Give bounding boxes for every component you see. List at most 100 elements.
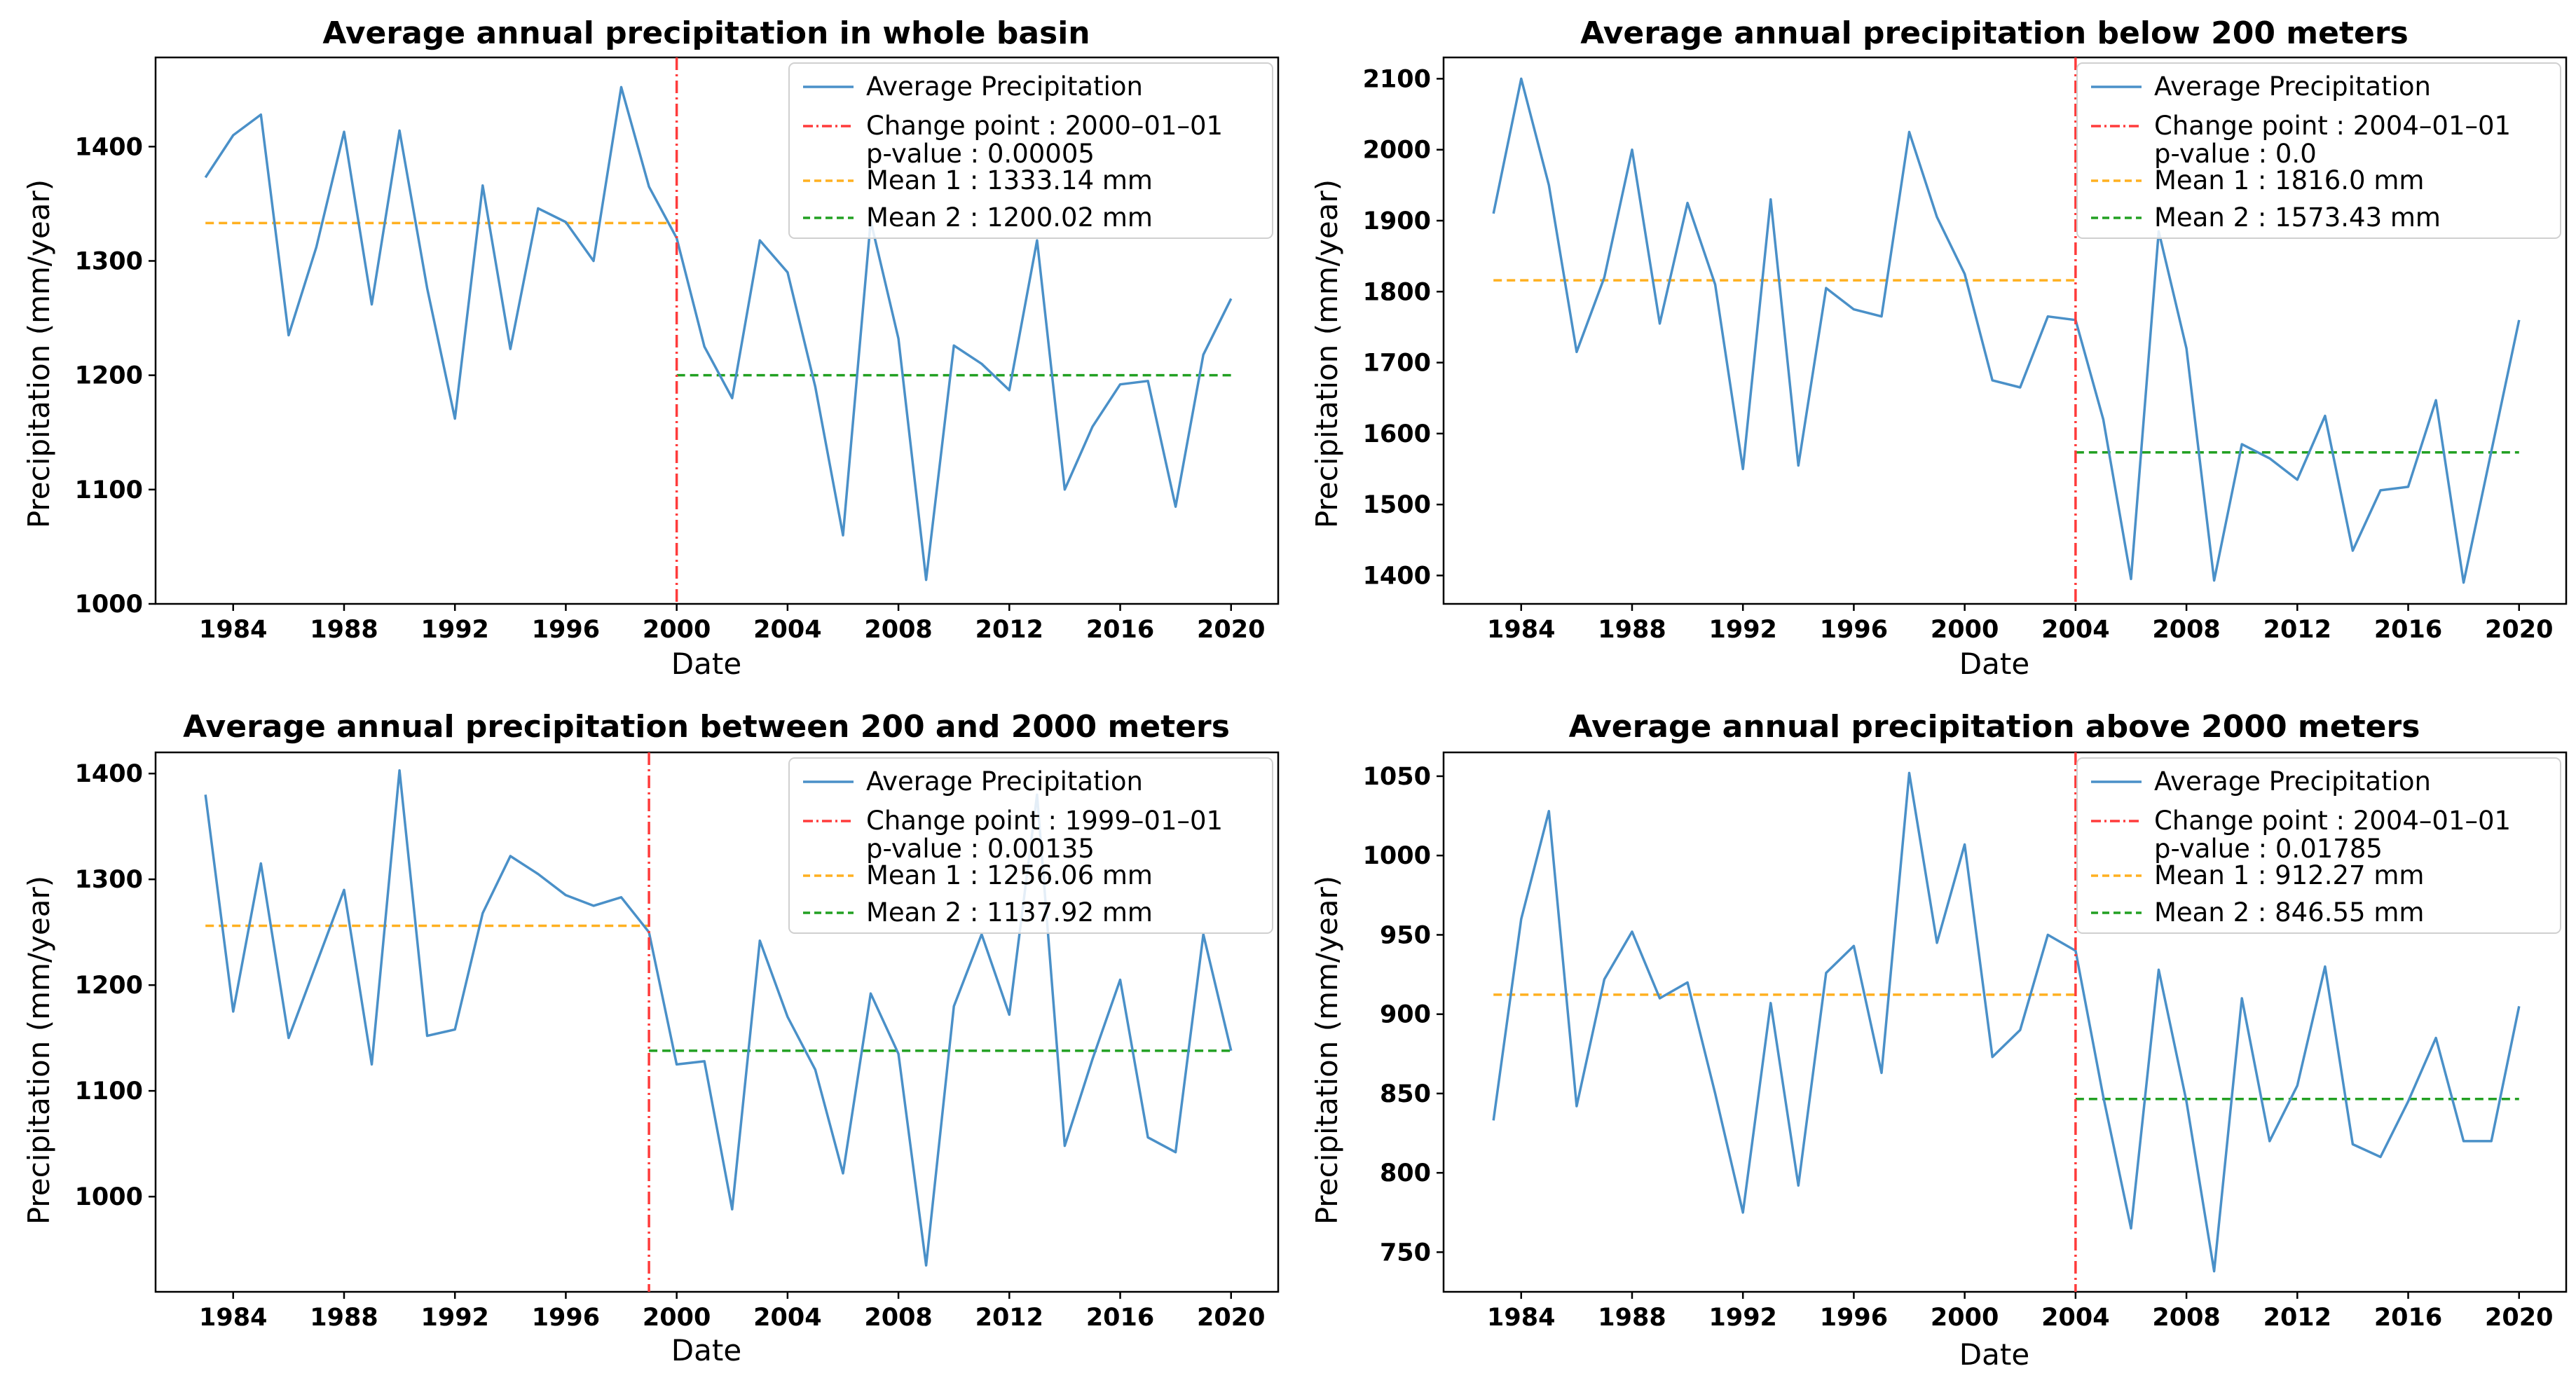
legend-series-label: Average Precipitation	[866, 766, 1143, 797]
x-axis-label: Date	[671, 647, 741, 681]
x-tick-label: 1984	[199, 616, 267, 644]
legend-pvalue-label: p-value : 0.00135	[866, 834, 1095, 864]
chart-panel-above-2000: Average annual precipitation above 2000 …	[1288, 696, 2576, 1392]
x-tick-label: 1996	[532, 1304, 600, 1332]
chart-above-2000: Average annual precipitation above 2000 …	[1310, 709, 2568, 1372]
x-tick-label: 2008	[2152, 1304, 2220, 1332]
x-tick-label: 1988	[1598, 616, 1666, 644]
plot-frame	[1442, 751, 2568, 1293]
y-tick-label: 1200	[75, 362, 143, 390]
x-tick-label: 2008	[864, 1304, 932, 1332]
x-tick-label: 1992	[1708, 616, 1776, 644]
x-tick-label: 1988	[310, 616, 378, 644]
y-axis-label: Precipitation (mm/year)	[22, 179, 56, 528]
chart-title: Average annual precipitation in whole ba…	[322, 15, 1090, 51]
legend-change-point-label: Change point : 2004–01–01	[2154, 111, 2511, 141]
y-tick-label: 800	[1380, 1159, 1431, 1187]
y-tick-label: 1500	[1363, 491, 1431, 519]
y-axis-label: Precipitation (mm/year)	[1310, 179, 1344, 528]
chart-panel-below-200: Average annual precipitation below 200 m…	[1288, 0, 2576, 696]
y-tick-label: 1000	[75, 1183, 143, 1211]
x-tick-label: 2004	[753, 616, 821, 644]
y-tick-label: 1100	[75, 476, 143, 504]
y-tick-label: 1300	[75, 247, 143, 275]
legend-mean-1-label: Mean 1 : 912.27 mm	[2154, 860, 2424, 890]
legend-mean-2-label: Mean 2 : 1573.43 mm	[2154, 202, 2441, 233]
x-axis-label: Date	[671, 1333, 741, 1367]
y-tick-label: 1600	[1363, 420, 1431, 448]
x-tick-label: 1984	[199, 1304, 267, 1332]
y-tick-label: 1400	[75, 133, 143, 161]
legend-box	[788, 62, 1273, 239]
legend-series-label: Average Precipitation	[2154, 766, 2431, 797]
legend-pvalue-label: p-value : 0.01785	[2154, 834, 2383, 864]
x-tick-label: 1996	[532, 616, 600, 644]
y-tick-label: 1900	[1363, 207, 1431, 235]
x-tick-label: 2020	[1197, 616, 1265, 644]
x-tick-label: 1992	[420, 1304, 488, 1332]
y-tick-label: 1300	[75, 866, 143, 894]
chart-panel-whole-basin: Average annual precipitation in whole ba…	[0, 0, 1288, 696]
x-tick-label: 1984	[1487, 616, 1555, 644]
chart-title: Average annual precipitation below 200 m…	[1580, 15, 2409, 51]
legend-box	[2076, 62, 2561, 239]
x-tick-label: 2008	[2152, 616, 2220, 644]
legend-mean-2-label: Mean 2 : 1200.02 mm	[866, 202, 1153, 233]
precipitation-series-line	[1492, 77, 2521, 584]
y-tick-label: 2000	[1363, 137, 1431, 165]
y-tick-label: 1700	[1363, 350, 1431, 378]
chart-title: Average annual precipitation between 200…	[183, 709, 1230, 745]
plot-frame	[1442, 56, 2568, 605]
x-tick-label: 2016	[1086, 616, 1154, 644]
x-tick-label: 2012	[975, 1304, 1043, 1332]
x-axis-label: Date	[1959, 1337, 2029, 1372]
x-tick-label: 2004	[2041, 1304, 2109, 1332]
x-tick-label: 2004	[753, 1304, 821, 1332]
y-tick-label: 1800	[1363, 278, 1431, 306]
y-tick-label: 950	[1380, 921, 1431, 949]
x-tick-label: 2020	[2485, 616, 2553, 644]
x-tick-label: 2000	[643, 616, 711, 644]
x-tick-label: 2000	[1931, 616, 1999, 644]
legend-mean-1-label: Mean 1 : 1333.14 mm	[866, 165, 1153, 195]
x-tick-label: 1996	[1820, 616, 1888, 644]
y-tick-label: 1100	[75, 1077, 143, 1105]
y-tick-label: 750	[1380, 1239, 1431, 1267]
chart-below-200: Average annual precipitation below 200 m…	[1310, 15, 2568, 681]
plot-frame	[154, 751, 1280, 1293]
chart-panel-200-2000: Average annual precipitation between 200…	[0, 696, 1288, 1392]
precipitation-series-line	[1492, 771, 2521, 1273]
x-tick-label: 2000	[1931, 1304, 1999, 1332]
chart-200-2000: Average annual precipitation between 200…	[22, 709, 1280, 1367]
legend-box	[788, 757, 1273, 934]
legend-mean-2-label: Mean 2 : 1137.92 mm	[866, 897, 1153, 928]
chart-whole-basin: Average annual precipitation in whole ba…	[22, 15, 1280, 681]
x-tick-label: 2020	[2485, 1304, 2553, 1332]
x-tick-label: 2012	[2263, 616, 2331, 644]
y-tick-label: 1000	[75, 591, 143, 619]
y-tick-label: 1050	[1363, 763, 1431, 791]
legend-change-point-label: Change point : 1999–01–01	[866, 806, 1223, 836]
precipitation-series-line	[204, 85, 1233, 581]
legend-change-point-label: Change point : 2004–01–01	[2154, 806, 2511, 836]
x-tick-label: 1992	[1708, 1304, 1776, 1332]
precipitation-series-line	[204, 769, 1233, 1267]
y-tick-label: 2100	[1363, 65, 1431, 93]
y-axis-label: Precipitation (mm/year)	[22, 876, 56, 1225]
legend-mean-1-label: Mean 1 : 1816.0 mm	[2154, 165, 2424, 195]
x-tick-label: 1988	[310, 1304, 378, 1332]
legend-series-label: Average Precipitation	[866, 71, 1143, 102]
plot-frame	[154, 56, 1280, 605]
y-tick-label: 1200	[75, 972, 143, 1000]
x-tick-label: 2016	[2374, 1304, 2442, 1332]
y-tick-label: 900	[1380, 1001, 1431, 1029]
y-tick-label: 850	[1380, 1080, 1431, 1108]
legend-mean-1-label: Mean 1 : 1256.06 mm	[866, 860, 1153, 890]
legend-series-label: Average Precipitation	[2154, 71, 2431, 102]
y-tick-label: 1400	[75, 760, 143, 788]
x-tick-label: 2012	[975, 616, 1043, 644]
x-tick-label: 1996	[1820, 1304, 1888, 1332]
x-tick-label: 2000	[643, 1304, 711, 1332]
legend-box	[2076, 757, 2561, 934]
x-tick-label: 1992	[420, 616, 488, 644]
